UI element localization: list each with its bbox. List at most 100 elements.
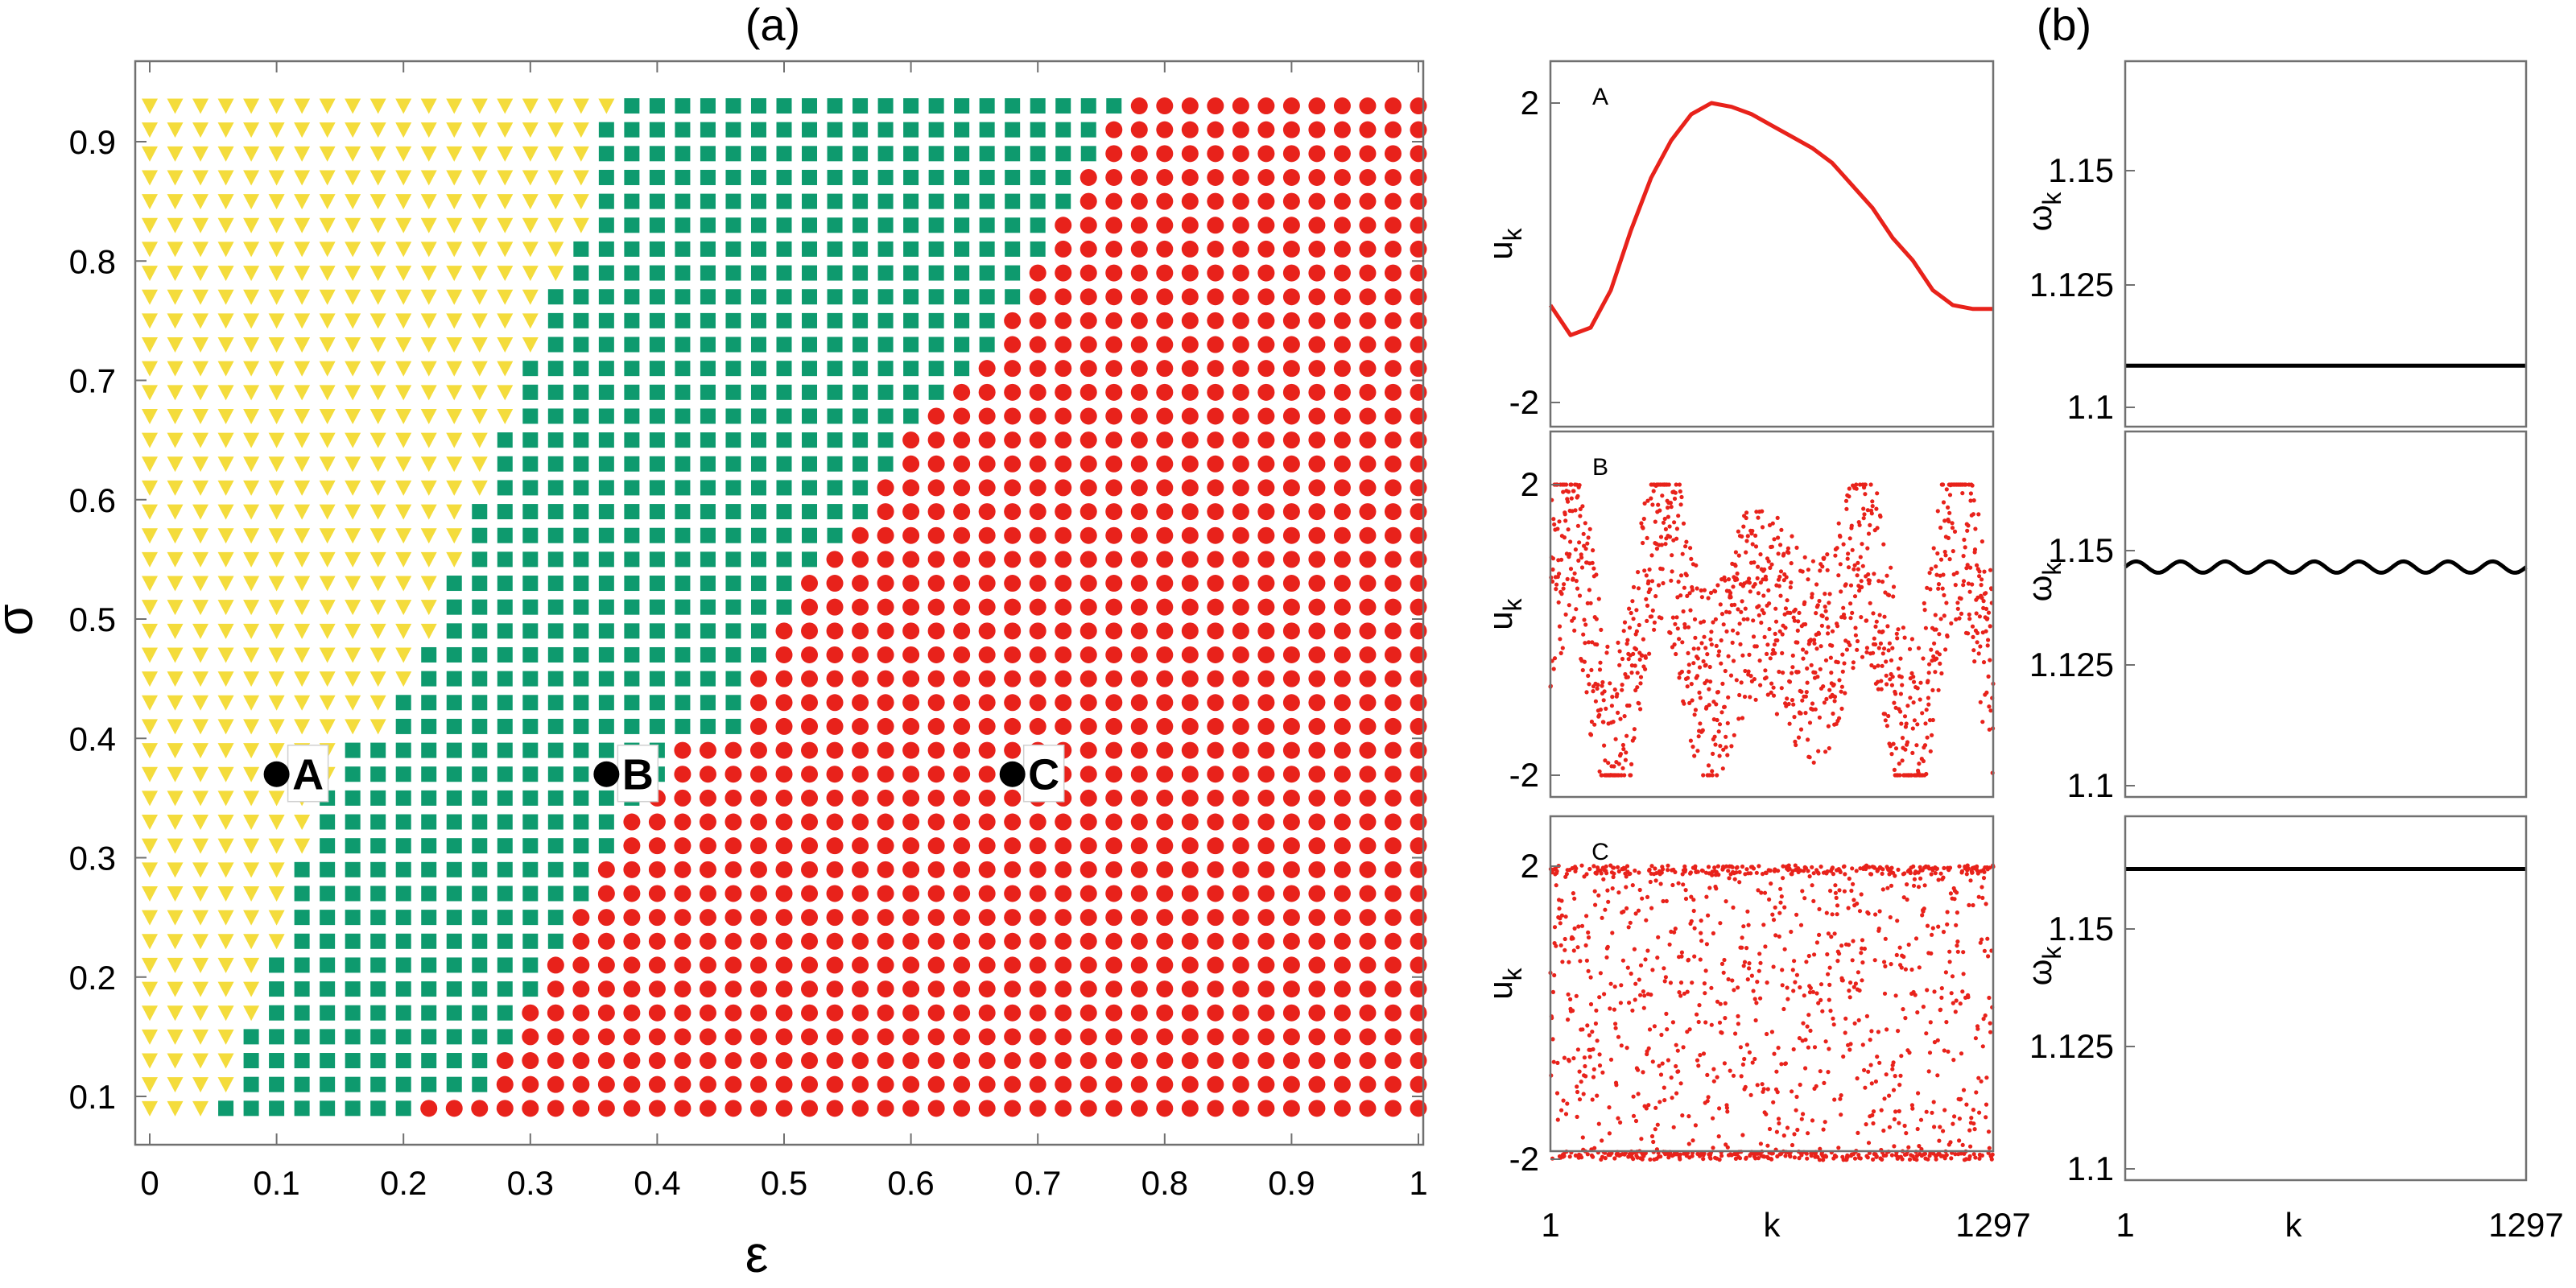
u-point xyxy=(1815,603,1820,608)
red-circle-marker xyxy=(1181,575,1199,592)
red-circle-marker xyxy=(1333,288,1351,306)
u-point xyxy=(1771,647,1776,653)
u-point xyxy=(1624,906,1629,910)
u-point xyxy=(1600,679,1605,685)
red-circle-marker xyxy=(1181,551,1199,568)
u-point xyxy=(1717,753,1722,758)
u-point xyxy=(1975,630,1980,636)
red-circle-marker xyxy=(1384,503,1402,521)
yellow-triangle-marker xyxy=(217,671,234,687)
yellow-triangle-marker xyxy=(497,170,514,186)
u-point xyxy=(1817,598,1822,604)
green-square-marker xyxy=(395,957,411,973)
u-point xyxy=(1575,1114,1579,1119)
red-circle-marker xyxy=(749,1100,767,1117)
red-circle-marker xyxy=(1080,909,1097,927)
green-square-marker xyxy=(370,1029,386,1045)
red-circle-marker xyxy=(927,717,945,735)
red-circle-marker xyxy=(1181,264,1199,282)
u-point xyxy=(1629,773,1633,778)
u-point xyxy=(1754,870,1759,875)
red-circle-marker xyxy=(826,694,844,712)
green-square-marker xyxy=(903,193,919,209)
green-square-marker xyxy=(497,480,513,496)
red-circle-marker xyxy=(1156,526,1174,544)
yellow-triangle-marker xyxy=(217,1077,234,1093)
red-circle-marker xyxy=(1004,312,1022,329)
u-point xyxy=(1591,1154,1596,1159)
yellow-triangle-marker xyxy=(268,623,285,639)
green-square-marker xyxy=(547,718,564,734)
red-circle-marker xyxy=(1257,1100,1275,1117)
yellow-triangle-marker xyxy=(471,408,488,424)
red-circle-marker xyxy=(852,551,869,568)
red-circle-marker xyxy=(724,1075,742,1093)
red-circle-marker xyxy=(1004,1052,1022,1070)
u-point xyxy=(1887,1125,1892,1129)
red-circle-marker xyxy=(1029,909,1046,927)
green-square-marker xyxy=(675,456,691,472)
green-square-marker xyxy=(345,814,361,830)
u-point xyxy=(1854,869,1859,873)
u-point xyxy=(1839,684,1844,689)
yellow-triangle-marker xyxy=(369,146,386,162)
red-circle-marker xyxy=(648,1075,666,1093)
red-circle-marker xyxy=(902,503,920,521)
u-point xyxy=(1706,763,1711,768)
u-point xyxy=(1645,894,1650,899)
u-point xyxy=(1647,1027,1653,1032)
red-circle-marker xyxy=(902,980,920,998)
red-circle-marker xyxy=(1080,503,1097,521)
u-point xyxy=(1591,864,1596,869)
u-point xyxy=(1682,625,1687,630)
u-point xyxy=(1604,955,1609,960)
red-circle-marker xyxy=(1130,1052,1148,1070)
red-circle-marker xyxy=(1130,526,1148,544)
red-circle-marker xyxy=(1055,956,1072,974)
red-circle-marker xyxy=(1359,217,1377,234)
red-circle-marker xyxy=(1410,431,1427,449)
u-point xyxy=(1930,932,1934,937)
u-point xyxy=(1934,866,1939,871)
u-point xyxy=(1872,636,1876,641)
yellow-triangle-marker xyxy=(572,122,589,138)
green-square-marker xyxy=(624,312,640,328)
red-circle-marker xyxy=(953,479,971,497)
u-point xyxy=(1860,542,1864,547)
u-point xyxy=(1685,593,1690,599)
red-circle-marker xyxy=(1080,360,1097,378)
u-point xyxy=(1977,1156,1982,1161)
omega-y-tick-label: 1.15 xyxy=(2048,531,2114,569)
u-point xyxy=(1930,717,1935,723)
u-point xyxy=(1750,542,1755,547)
u-point xyxy=(1753,1018,1758,1023)
green-square-marker xyxy=(852,169,869,185)
green-square-marker xyxy=(776,193,792,209)
red-circle-marker xyxy=(902,1100,920,1117)
u-point xyxy=(1841,605,1846,610)
yellow-triangle-marker xyxy=(319,122,336,138)
red-circle-marker xyxy=(1410,526,1427,544)
point-label-box xyxy=(287,744,329,803)
u-point xyxy=(1946,1049,1951,1054)
yellow-triangle-marker xyxy=(142,862,158,878)
u-point xyxy=(1764,870,1769,876)
u-point xyxy=(1760,872,1765,877)
red-circle-marker xyxy=(826,1028,844,1046)
red-circle-marker xyxy=(648,861,666,878)
u-point xyxy=(1740,864,1745,869)
u-point xyxy=(1935,551,1940,556)
u-point xyxy=(1936,877,1941,882)
u-point xyxy=(1678,1081,1683,1086)
u-point xyxy=(1812,641,1817,646)
u-point xyxy=(1900,1157,1905,1162)
green-square-marker xyxy=(345,838,361,854)
u-point xyxy=(1898,1073,1903,1078)
red-circle-marker xyxy=(1130,168,1148,186)
yellow-triangle-marker xyxy=(420,122,437,138)
u-point xyxy=(1938,617,1943,621)
red-circle-marker xyxy=(1029,861,1046,878)
u-point xyxy=(1922,608,1927,613)
u-point xyxy=(1945,634,1950,639)
red-circle-marker xyxy=(1181,479,1199,497)
